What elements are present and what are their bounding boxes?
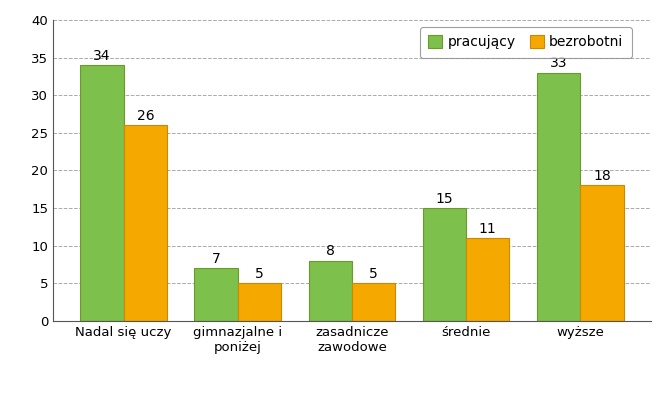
Bar: [466, 238, 509, 321]
Bar: [423, 208, 466, 321]
Bar: [80, 65, 124, 321]
Bar: [580, 185, 623, 321]
Text: 7: 7: [212, 252, 220, 266]
Bar: [537, 73, 580, 321]
Text: 34: 34: [93, 49, 111, 63]
Bar: [352, 283, 395, 321]
Text: 5: 5: [255, 267, 264, 281]
Text: 11: 11: [479, 222, 497, 236]
Bar: [309, 261, 352, 321]
Text: 26: 26: [137, 109, 154, 123]
Text: 15: 15: [436, 192, 454, 206]
Text: 8: 8: [326, 244, 335, 258]
Bar: [238, 283, 281, 321]
Text: 18: 18: [593, 169, 611, 183]
Text: 33: 33: [550, 57, 567, 71]
Bar: [195, 268, 238, 321]
Bar: [124, 125, 167, 321]
Text: 5: 5: [369, 267, 378, 281]
Legend: pracujący, bezrobotni: pracujący, bezrobotni: [420, 27, 632, 58]
